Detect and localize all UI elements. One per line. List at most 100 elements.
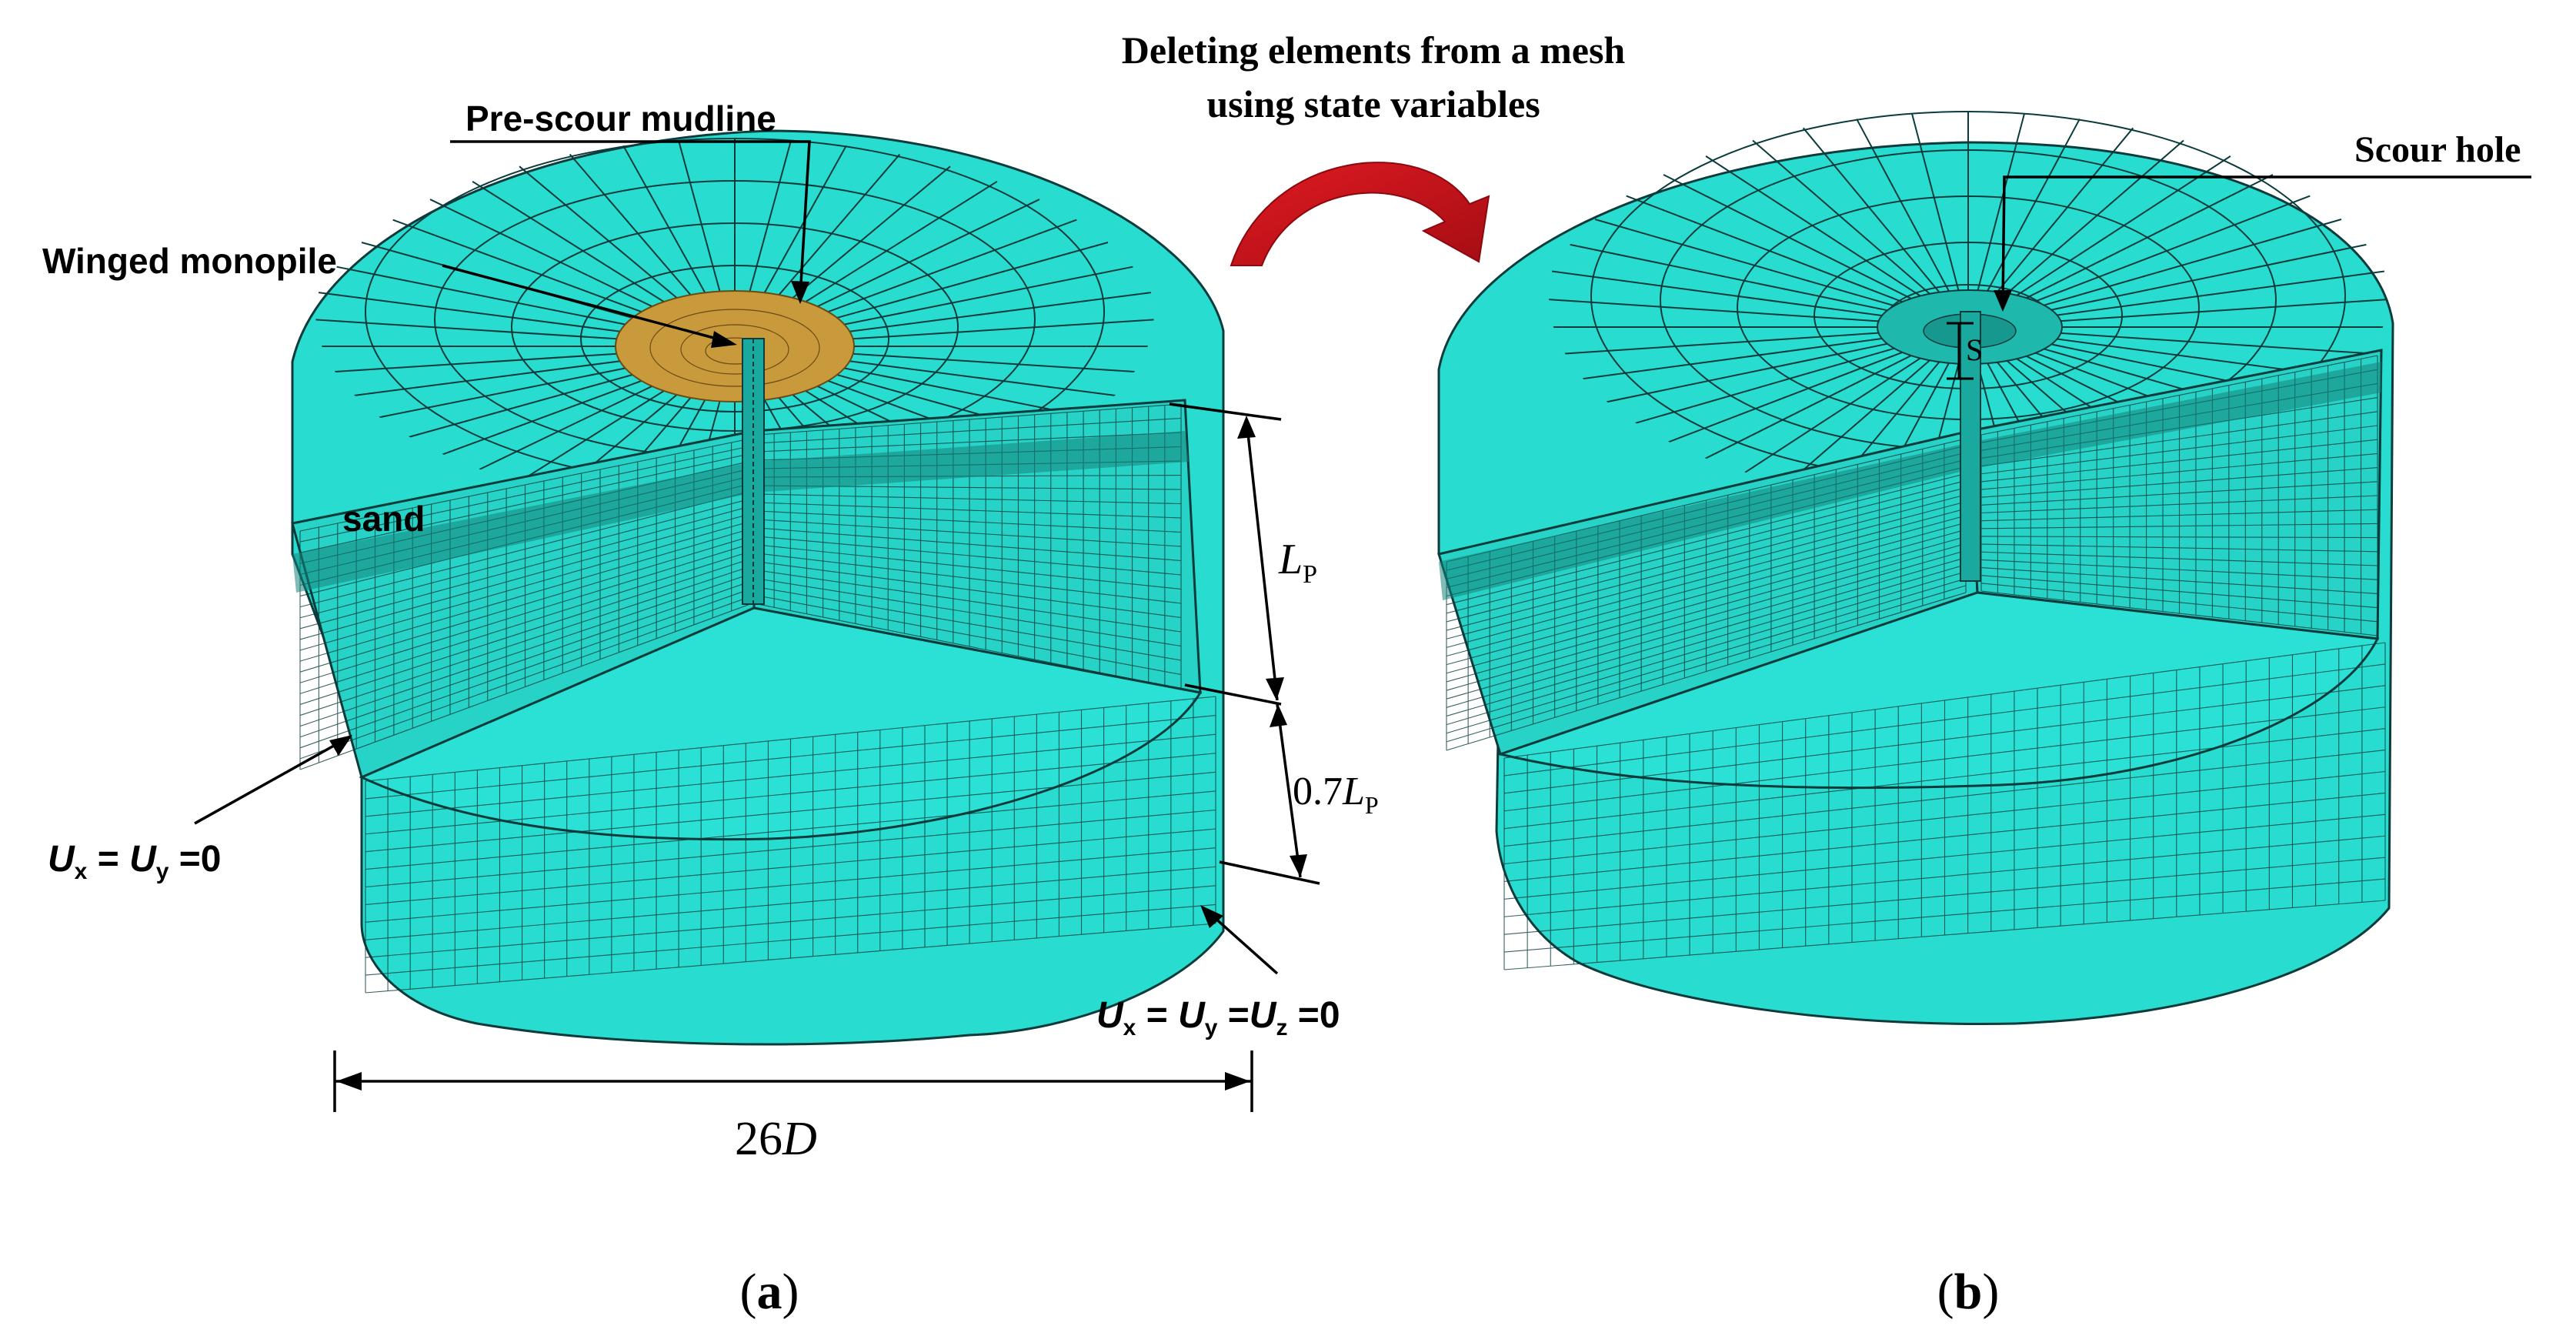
- mesh-face-line: [1446, 549, 1967, 700]
- mesh-face-line: [757, 578, 1182, 647]
- mesh-face-line: [299, 498, 751, 619]
- mesh-face-line: [299, 551, 751, 694]
- bc-bottom-leader-arrow: [1200, 905, 1223, 928]
- mesh-face-line: [365, 866, 1216, 940]
- scour-depth-label: S: [1966, 332, 1983, 367]
- bc-bottom-label: Ux = Uy =Uz =0: [1096, 995, 1340, 1040]
- mesh-face-line: [299, 528, 751, 662]
- mesh-face-line: [299, 581, 751, 738]
- lp-arrow-bottom: [1266, 677, 1284, 700]
- mesh-face-line: [1446, 529, 1967, 674]
- lp-label: LP: [1278, 536, 1317, 589]
- mesh-face-line: [757, 544, 1182, 590]
- mudline-mesh: [649, 309, 820, 387]
- mesh-face-line: [1980, 411, 2378, 467]
- panel-b-dense-band: [1439, 362, 2381, 600]
- caption-a: (a): [740, 1264, 799, 1320]
- mesh-face-line: [1980, 509, 2378, 522]
- bc-side-label: Ux = Uy =0: [48, 839, 221, 884]
- mesh-face-line: [757, 569, 1182, 633]
- mesh-face-line: [1503, 857, 2386, 935]
- lp-mid-line: [1184, 683, 1282, 706]
- lp07-bottom-line: [1219, 860, 1320, 885]
- panel-a-model: [291, 129, 1320, 1046]
- mesh-face-line: [1446, 473, 1967, 606]
- bc-side-leader-arrow: [329, 735, 352, 756]
- mesh-face-line: [1446, 543, 1967, 691]
- panel-b-model: [1437, 111, 2394, 1025]
- mesh-face-line: [1980, 536, 2378, 539]
- mesh-face-line: [1446, 515, 1967, 657]
- panel-a-dense-band: [292, 431, 1189, 593]
- mesh-face-line: [299, 438, 751, 532]
- mesh-face-line: [365, 847, 1216, 923]
- mesh-face-line: [1980, 495, 2378, 514]
- mesh-face-line: [1446, 536, 1967, 683]
- mesh-face-line: [1503, 900, 2386, 970]
- mesh-face-line: [299, 490, 751, 608]
- mesh-face-line: [299, 506, 751, 630]
- mesh-face-line: [1980, 439, 2378, 483]
- mesh-face-line: [365, 903, 1216, 976]
- mesh-face-line: [1980, 467, 2378, 498]
- pre-scour-leader-arrow: [791, 281, 809, 304]
- mesh-face-line: [299, 520, 751, 651]
- mesh-face-line: [1446, 592, 1967, 751]
- mesh-face-line: [757, 502, 1182, 519]
- lp07-label: 0.7LP: [1293, 770, 1379, 819]
- mesh-face-line: [1446, 585, 1967, 743]
- pre-scour-mudline-label: Pre-scour mudline: [465, 99, 776, 139]
- mesh-face-line: [1503, 878, 2386, 953]
- mesh-face-line: [365, 809, 1216, 888]
- lp07-arrow-bottom: [1290, 854, 1307, 877]
- title-line-2: using state variables: [1206, 82, 1540, 125]
- mesh-face-line: [299, 453, 751, 553]
- mesh-face-line: [1980, 453, 2378, 490]
- width-dim-arrow-right: [1225, 1072, 1250, 1091]
- mesh-face-line: [1503, 813, 2386, 900]
- mesh-face-line: [1980, 543, 2378, 553]
- mesh-face-line: [1446, 487, 1967, 623]
- pre-scour-mudline-area: [615, 290, 855, 402]
- mesh-face-line: [365, 771, 1216, 853]
- mesh-face-line: [757, 510, 1182, 533]
- mesh-face-line: [365, 715, 1216, 800]
- lp07-dimension-line: [1276, 703, 1302, 878]
- mesh-face-line: [365, 923, 1216, 994]
- mesh-face-line: [1446, 557, 1967, 708]
- mesh-face-line: [1446, 494, 1967, 631]
- mesh-face-line: [299, 513, 751, 640]
- mesh-face-line: [1446, 480, 1967, 614]
- title-line-1: Deleting elements from a mesh: [1122, 28, 1626, 72]
- sand-label: sand: [342, 499, 425, 539]
- mesh-face-line: [299, 446, 751, 543]
- mesh-face-line: [299, 536, 751, 673]
- mesh-face-line: [1446, 508, 1967, 648]
- lp-dimension-line: [1245, 419, 1279, 701]
- mesh-face-line: [757, 417, 1182, 444]
- lp07-arrow-top: [1270, 704, 1287, 727]
- mesh-face-line: [1980, 575, 2378, 609]
- mesh-face-line: [757, 527, 1182, 562]
- mesh-face-line: [1446, 522, 1967, 666]
- mesh-face-line: [1503, 750, 2386, 847]
- mesh-face-line: [1503, 770, 2386, 865]
- monopile-leader-arrow: [711, 331, 737, 348]
- mesh-face-line: [299, 543, 751, 683]
- mesh-face-line: [1503, 728, 2386, 830]
- mesh-face-line: [365, 733, 1216, 817]
- scour-hole-label: Scour hole: [2354, 129, 2521, 170]
- mesh-face-line: [757, 519, 1182, 547]
- width-dim-arrow-left: [336, 1072, 362, 1091]
- mesh-face-line: [757, 493, 1182, 505]
- mesh-face-line: [757, 586, 1182, 661]
- mesh-face-line: [365, 828, 1216, 905]
- lp-top-line: [1169, 402, 1282, 421]
- mesh-face-line: [1446, 501, 1967, 640]
- mesh-face-line: [1503, 663, 2386, 777]
- monopile-leader: [442, 264, 732, 344]
- scour-hole-leader: [2001, 175, 2531, 305]
- mesh-face-line: [757, 403, 1182, 436]
- mesh-face-line: [1980, 551, 2378, 566]
- mesh-face-line: [365, 790, 1216, 870]
